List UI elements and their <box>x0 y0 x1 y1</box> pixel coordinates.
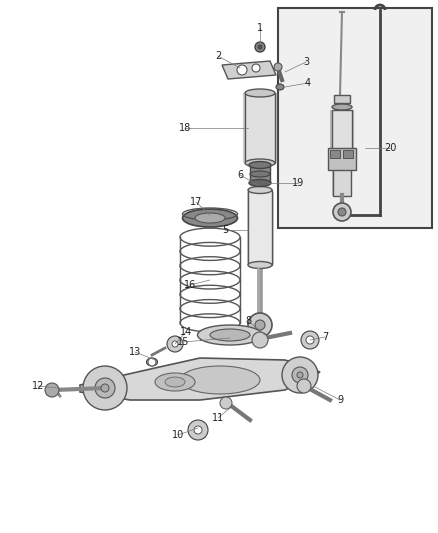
Circle shape <box>338 208 346 216</box>
Circle shape <box>95 378 115 398</box>
Ellipse shape <box>146 358 158 366</box>
Ellipse shape <box>245 159 275 167</box>
Circle shape <box>237 65 247 75</box>
Text: 7: 7 <box>322 332 328 342</box>
Ellipse shape <box>248 262 272 269</box>
Circle shape <box>306 336 314 344</box>
Circle shape <box>258 45 262 49</box>
Text: 19: 19 <box>292 178 304 188</box>
Text: 16: 16 <box>184 280 196 290</box>
Ellipse shape <box>276 84 284 90</box>
Bar <box>245 93 275 163</box>
Text: 11: 11 <box>212 413 224 423</box>
Circle shape <box>255 42 265 52</box>
Circle shape <box>194 426 202 434</box>
Ellipse shape <box>249 161 271 168</box>
Ellipse shape <box>210 329 250 341</box>
Circle shape <box>255 320 265 330</box>
Text: 13: 13 <box>129 347 141 357</box>
Circle shape <box>274 63 282 71</box>
Bar <box>250 165 270 183</box>
Ellipse shape <box>195 213 225 223</box>
Circle shape <box>282 357 318 393</box>
Bar <box>200 330 255 340</box>
Text: 3: 3 <box>303 57 309 67</box>
Circle shape <box>101 384 109 392</box>
Circle shape <box>248 313 272 337</box>
Bar <box>343 150 353 158</box>
Text: 18: 18 <box>179 123 191 133</box>
Bar <box>333 168 351 196</box>
Circle shape <box>188 420 208 440</box>
Circle shape <box>252 332 268 348</box>
Circle shape <box>252 64 260 72</box>
Ellipse shape <box>245 89 275 97</box>
Polygon shape <box>80 358 320 400</box>
Text: 20: 20 <box>384 143 396 153</box>
Text: 4: 4 <box>305 78 311 88</box>
Circle shape <box>220 397 232 409</box>
Circle shape <box>83 366 127 410</box>
Ellipse shape <box>332 104 352 110</box>
Bar <box>332 110 352 150</box>
Text: 9: 9 <box>337 395 343 405</box>
Bar <box>278 8 432 228</box>
Ellipse shape <box>165 377 185 387</box>
Ellipse shape <box>180 366 260 394</box>
Bar <box>330 150 340 158</box>
Circle shape <box>148 358 156 366</box>
Circle shape <box>297 372 303 378</box>
Ellipse shape <box>155 373 195 391</box>
Bar <box>328 148 356 170</box>
Text: 2: 2 <box>215 51 221 61</box>
Circle shape <box>172 341 178 347</box>
Circle shape <box>167 336 183 352</box>
Circle shape <box>292 367 308 383</box>
Text: 1: 1 <box>257 23 263 33</box>
Text: 12: 12 <box>32 381 44 391</box>
Text: 17: 17 <box>190 197 202 207</box>
Ellipse shape <box>248 187 272 193</box>
Text: 8: 8 <box>245 316 251 326</box>
Text: 5: 5 <box>222 225 228 235</box>
Ellipse shape <box>183 209 237 227</box>
Circle shape <box>45 383 59 397</box>
Circle shape <box>297 379 311 393</box>
Bar <box>334 95 350 103</box>
Bar <box>248 190 272 265</box>
Polygon shape <box>222 61 276 79</box>
Circle shape <box>301 331 319 349</box>
Text: 10: 10 <box>172 430 184 440</box>
Ellipse shape <box>250 171 270 177</box>
Text: 6: 6 <box>237 170 243 180</box>
Text: 14: 14 <box>180 327 192 337</box>
Circle shape <box>333 203 351 221</box>
Ellipse shape <box>198 325 262 345</box>
Text: 15: 15 <box>177 337 189 347</box>
Ellipse shape <box>249 180 271 187</box>
